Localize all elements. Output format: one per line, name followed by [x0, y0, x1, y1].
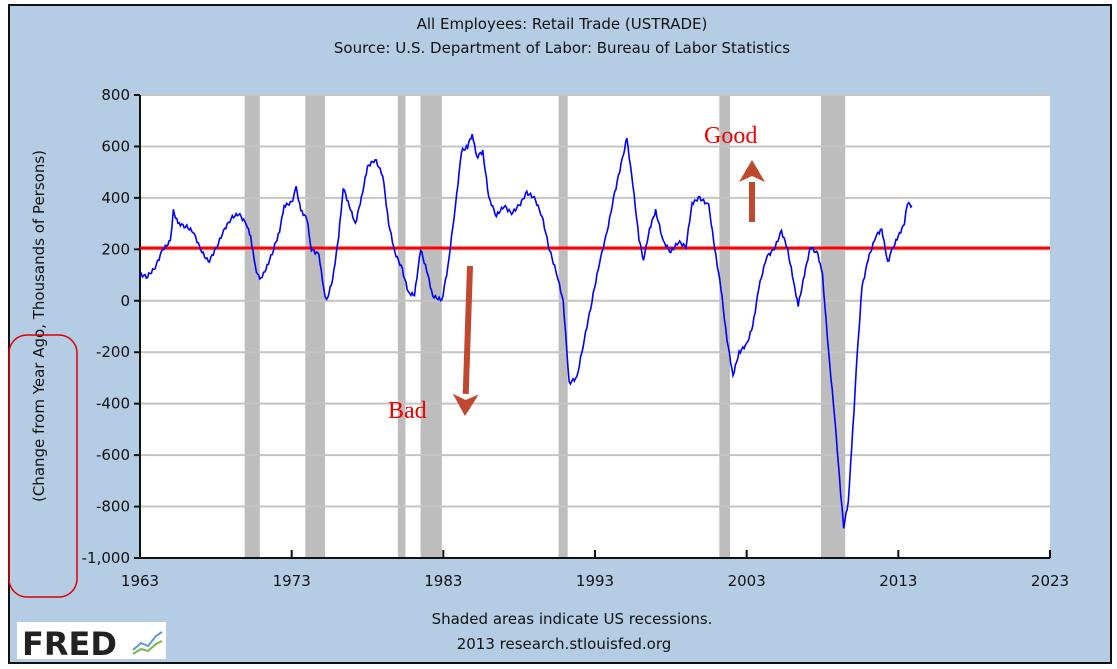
y-tick-label: -800	[96, 498, 130, 516]
logo-chart-icon	[132, 631, 163, 651]
x-tick-label: 1973	[273, 572, 311, 590]
y-axis-label: (Change from Year Ago, Thousands of Pers…	[30, 150, 48, 502]
x-tick-label: 2013	[879, 572, 917, 590]
footer-source: 2013 research.stlouisfed.org	[457, 635, 672, 653]
y-tick-label: 400	[101, 189, 130, 207]
y-tick-label: -1,000	[82, 549, 130, 567]
svg-text:FRED: FRED	[22, 625, 117, 663]
x-tick-label: 2003	[728, 572, 766, 590]
fred-logo: FRED	[17, 622, 166, 663]
y-tick-label: 800	[101, 86, 130, 104]
down-arrow-icon	[452, 393, 479, 416]
good-label: Good	[704, 123, 757, 149]
recession-band	[820, 95, 846, 558]
y-label-highlight	[8, 334, 78, 598]
x-tick-label: 1993	[576, 572, 614, 590]
x-tick-label: 2023	[1031, 572, 1069, 590]
y-tick-label: -600	[96, 446, 130, 464]
recession-band	[719, 95, 730, 558]
recession-band	[420, 95, 442, 558]
recession-band	[397, 95, 406, 558]
y-tick-label: -400	[96, 395, 130, 413]
up-arrow-icon	[739, 160, 765, 182]
x-tick-label: 1963	[121, 572, 159, 590]
chart-title: All Employees: Retail Trade (USTRADE)	[417, 15, 708, 33]
y-tick-label: 200	[101, 240, 130, 258]
y-tick-label: 0	[120, 292, 130, 310]
y-tick-label: -200	[96, 343, 130, 361]
recession-band	[558, 95, 568, 558]
y-tick-label: 600	[101, 137, 130, 155]
down-arrow-icon-shaft	[462, 265, 473, 395]
plot-area	[140, 95, 1050, 558]
footer-note: Shaded areas indicate US recessions.	[432, 610, 713, 628]
recession-band	[305, 95, 326, 558]
chart-subtitle: Source: U.S. Department of Labor: Bureau…	[334, 39, 790, 57]
recession-band	[244, 95, 260, 558]
series-line	[139, 134, 913, 529]
bad-label: Bad	[388, 398, 427, 424]
x-tick-label: 1983	[424, 572, 462, 590]
